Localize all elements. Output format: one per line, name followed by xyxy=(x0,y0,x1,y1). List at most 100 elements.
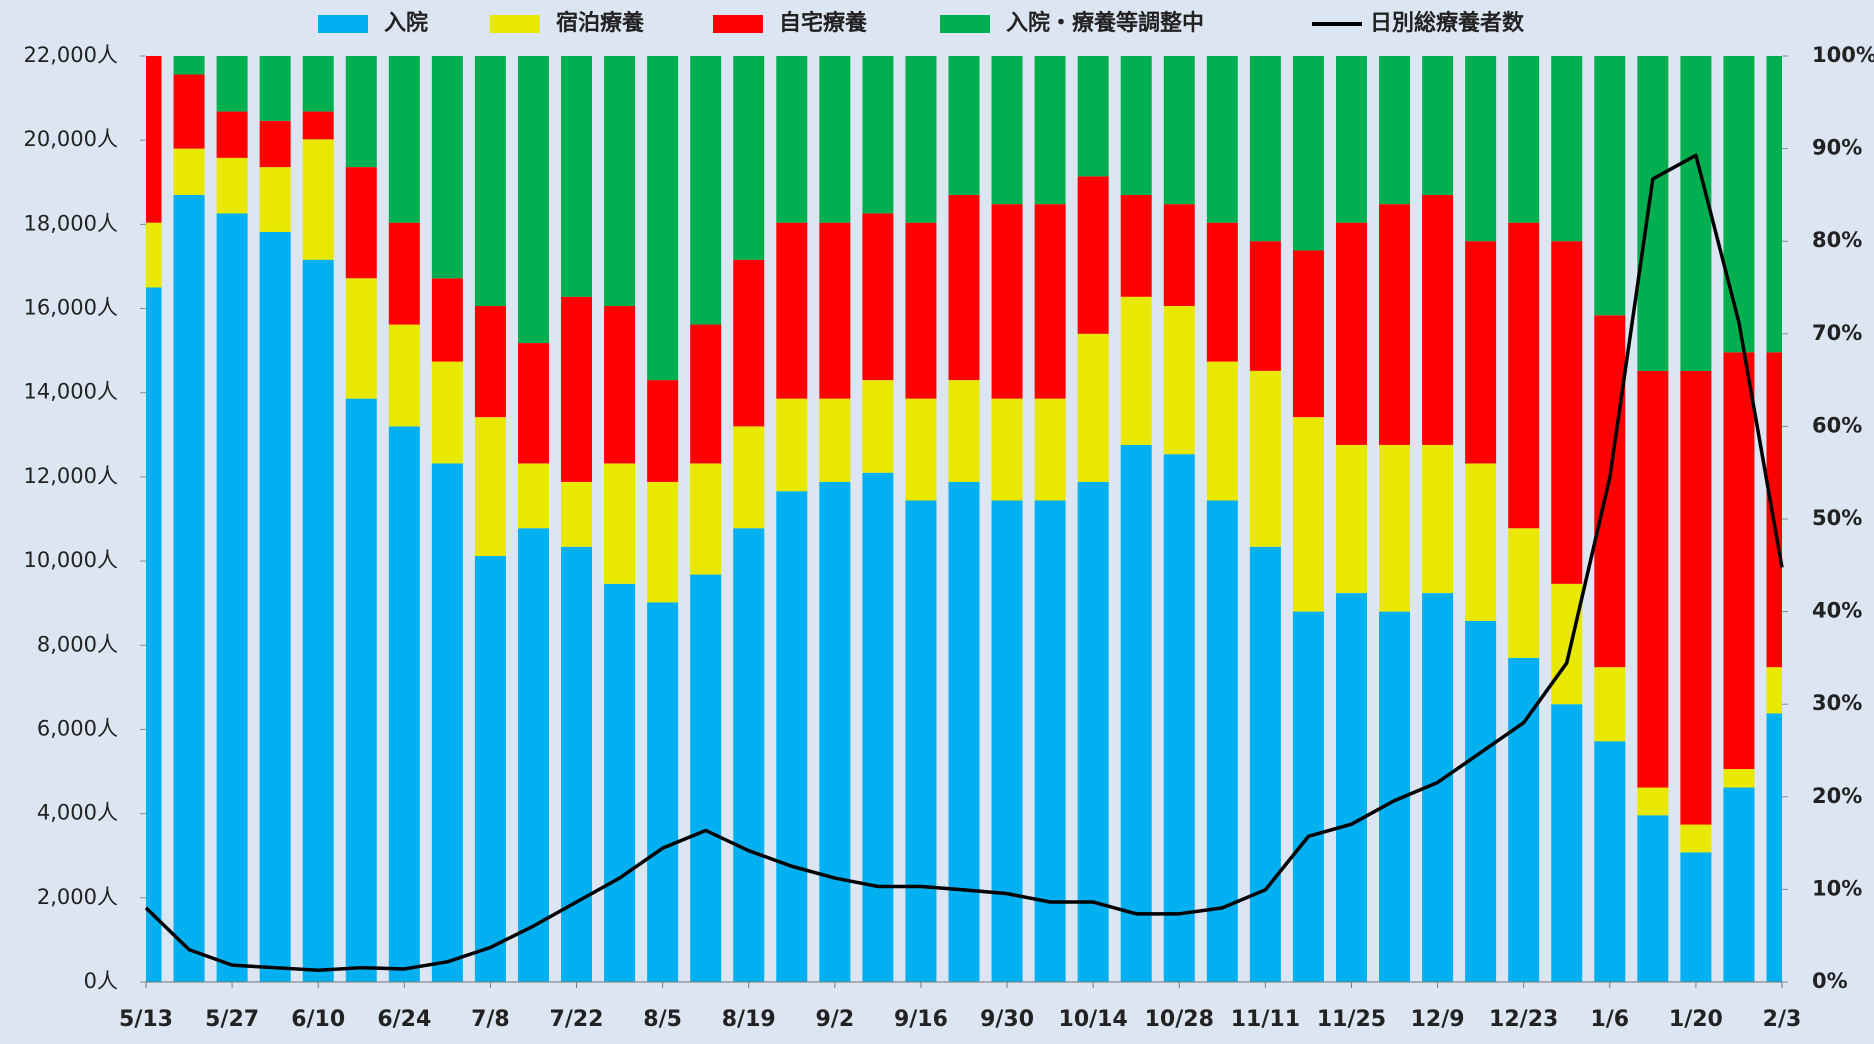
bar-segment xyxy=(302,56,334,112)
bar-segment xyxy=(345,278,377,399)
bar-segment xyxy=(1034,204,1066,399)
bar-segment xyxy=(173,194,205,982)
bar-segment xyxy=(1206,361,1238,501)
bar-segment xyxy=(388,426,420,982)
x-tick-label: 1/20 xyxy=(1669,1007,1723,1032)
bar-segment xyxy=(604,583,636,982)
bar-segment xyxy=(905,222,937,399)
bar-segment xyxy=(146,56,162,223)
bar-segment xyxy=(259,56,291,121)
bar-segment xyxy=(1163,204,1195,307)
bar-segment xyxy=(1379,204,1411,445)
bar-segment xyxy=(474,417,506,557)
bar-segment xyxy=(1292,250,1324,418)
x-tick-label: 11/25 xyxy=(1317,1007,1386,1032)
bar-segment xyxy=(1292,611,1324,982)
bar-segment xyxy=(690,574,722,982)
y-tick-label: 2,000人 xyxy=(37,885,118,909)
bar-segment xyxy=(905,56,937,223)
legend-swatch xyxy=(940,15,990,33)
bar-segment xyxy=(259,167,291,232)
bar-segment xyxy=(1120,56,1152,195)
bar-segment xyxy=(1594,315,1626,668)
y-tick-label: 12,000人 xyxy=(24,464,118,488)
bar-segment xyxy=(1422,194,1454,445)
bar-segment xyxy=(1034,398,1066,501)
bar-segment xyxy=(1422,444,1454,594)
bar-segment xyxy=(819,398,851,482)
bar-segment xyxy=(991,500,1023,982)
bar-segment xyxy=(948,380,980,482)
x-tick-label: 9/16 xyxy=(894,1007,948,1032)
bar-segment xyxy=(1508,222,1540,529)
bar-segment xyxy=(1551,56,1583,242)
bar-segment xyxy=(776,398,808,492)
y2-tick-label: 50% xyxy=(1812,506,1862,530)
y-tick-label: 20,000人 xyxy=(24,127,118,151)
x-tick-label: 5/13 xyxy=(119,1007,173,1032)
bar-segment xyxy=(1120,296,1152,445)
bar-segment xyxy=(1077,333,1109,482)
bar-segment xyxy=(1292,417,1324,612)
bar-segment xyxy=(302,259,334,983)
bar-segment xyxy=(1723,56,1755,353)
bar-segment xyxy=(733,426,765,529)
bar-segment xyxy=(905,398,937,501)
bar-segment xyxy=(345,56,377,168)
bar-segment xyxy=(1034,500,1066,982)
x-tick-label: 12/23 xyxy=(1489,1007,1558,1032)
bar-segment xyxy=(216,157,248,214)
bar-segment xyxy=(1766,56,1782,353)
bar-segment xyxy=(1594,667,1626,742)
bar-segment xyxy=(259,231,291,982)
bar-segment xyxy=(1335,444,1367,594)
bar-segment xyxy=(216,213,248,983)
bar-segment xyxy=(1766,352,1782,668)
bar-segment xyxy=(776,56,808,223)
bar-segment xyxy=(173,56,205,75)
x-tick-label: 9/2 xyxy=(816,1007,855,1032)
bar-segment xyxy=(1508,657,1540,982)
bar-segment xyxy=(1163,306,1195,455)
bar-segment xyxy=(431,56,463,279)
bar-segment xyxy=(1680,824,1712,853)
bar-segment xyxy=(991,56,1023,205)
bar-segment xyxy=(561,296,593,482)
bar-segment xyxy=(1249,546,1281,982)
bar-segment xyxy=(733,528,765,982)
bar-segment xyxy=(1723,769,1755,788)
legend-swatch xyxy=(713,15,763,33)
y-tick-label: 0人 xyxy=(84,969,118,993)
bar-segment xyxy=(1465,620,1497,982)
bar-segment xyxy=(647,481,679,603)
bar-segment xyxy=(388,324,420,427)
x-tick-label: 1/6 xyxy=(1590,1007,1629,1032)
bar-segment xyxy=(1594,56,1626,316)
x-tick-label: 10/28 xyxy=(1145,1007,1214,1032)
bar-segment xyxy=(819,222,851,399)
bar-segment xyxy=(388,56,420,223)
bar-segment xyxy=(259,120,291,168)
legend-label: 自宅療養 xyxy=(779,10,867,36)
x-tick-label: 6/24 xyxy=(377,1007,431,1032)
bar-segment xyxy=(1077,176,1109,334)
bar-segment xyxy=(302,111,334,140)
y2-tick-label: 40% xyxy=(1812,599,1862,623)
bar-segment xyxy=(1379,444,1411,612)
y2-tick-label: 90% xyxy=(1812,136,1862,160)
x-tick-label: 8/5 xyxy=(643,1007,682,1032)
bar-segment xyxy=(948,481,980,982)
bar-segment xyxy=(1379,56,1411,205)
bar-segment xyxy=(1766,713,1782,982)
bar-segment xyxy=(1077,56,1109,177)
bar-segment xyxy=(561,546,593,982)
bar-segment xyxy=(1766,667,1782,714)
bar-segment xyxy=(1551,704,1583,982)
bar-segment xyxy=(1723,787,1755,982)
legend-label: 入院・療養等調整中 xyxy=(1006,10,1204,36)
y-tick-label: 4,000人 xyxy=(37,801,118,825)
x-tick-label: 10/14 xyxy=(1059,1007,1128,1032)
total-line xyxy=(144,153,1784,972)
bar-segment xyxy=(690,56,722,325)
bar-segment xyxy=(862,472,894,982)
